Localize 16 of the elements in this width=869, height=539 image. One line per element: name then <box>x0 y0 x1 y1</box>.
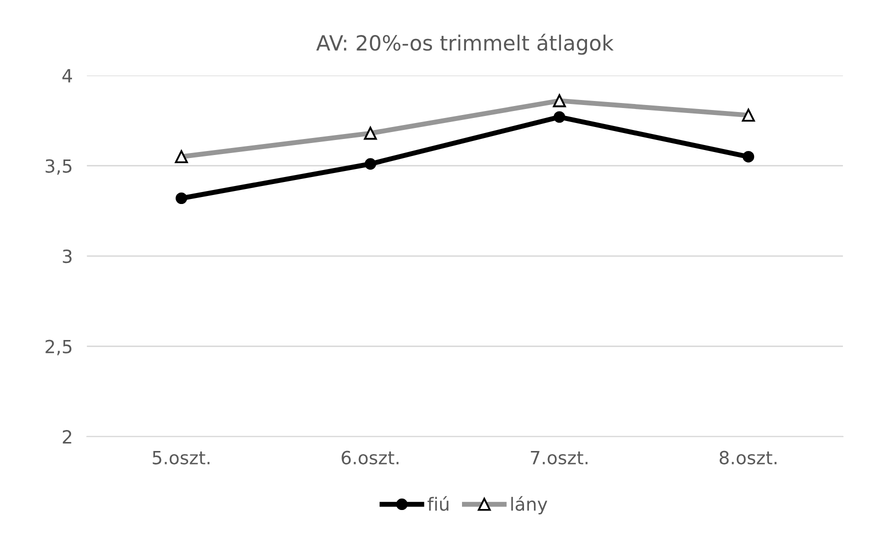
point <box>742 150 754 162</box>
chart-title: AV: 20%-os trimmelt átlagok <box>316 34 614 55</box>
y-tick-label: 2,5 <box>46 340 72 356</box>
legend-label: lány <box>511 496 548 514</box>
x-tick-label: 7.oszt. <box>530 451 588 464</box>
point <box>554 111 566 123</box>
x-tick-label: 6.oszt. <box>342 450 398 464</box>
x-tick-label: 5.oszt. <box>152 451 210 464</box>
x-tick-label: 8.oszt. <box>720 450 776 464</box>
y-tick-label: 3 <box>62 249 72 264</box>
point <box>176 192 188 204</box>
y-tick-label: 4 <box>62 69 72 82</box>
point <box>364 158 376 170</box>
y-tick-label: 3,5 <box>46 159 72 175</box>
legend-label: fiú <box>428 496 448 511</box>
y-tick-label: 2 <box>62 430 72 444</box>
